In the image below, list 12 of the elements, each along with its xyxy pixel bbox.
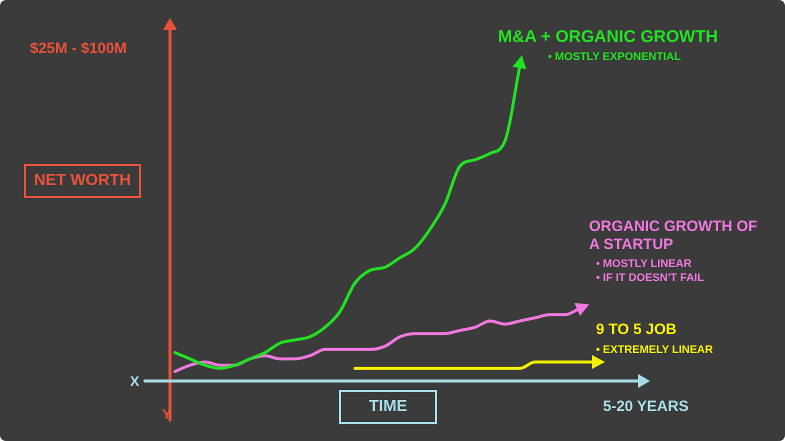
x-axis-title: TIME	[339, 390, 438, 424]
annotation: • MOSTLY LINEAR	[596, 258, 692, 270]
annotation: • EXTREMELY LINEAR	[596, 344, 713, 356]
text: X	[130, 373, 140, 389]
text: • MOSTLY EXPONENTIAL	[548, 51, 681, 63]
text: $25M - $100M	[30, 40, 127, 57]
text: ORGANIC GROWTH OF A STARTUP	[589, 218, 758, 254]
text: 5-20 YEARS	[603, 398, 689, 415]
series-label: 9 TO 5 JOB	[596, 321, 677, 338]
series-label: M&A + ORGANIC GROWTH	[498, 27, 718, 47]
y-axis-title: NET WORTH	[24, 164, 141, 198]
annotation: • IF IT DOESN'T FAIL	[596, 272, 704, 284]
